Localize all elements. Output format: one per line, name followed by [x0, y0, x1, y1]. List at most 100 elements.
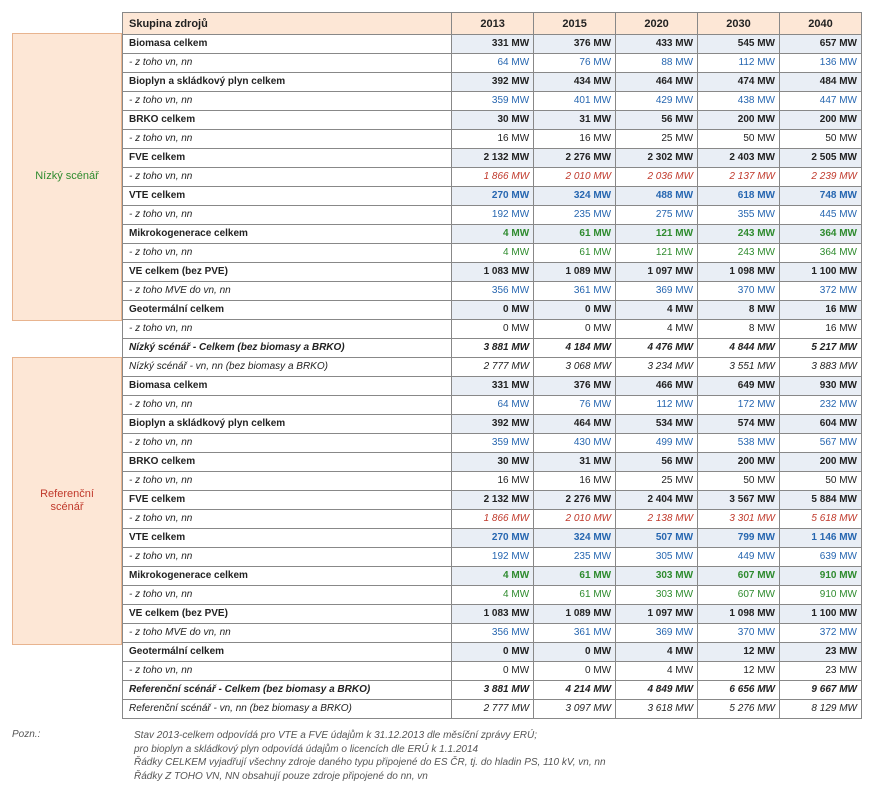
row-label: VTE celkem — [123, 529, 452, 548]
cell-value: 4 MW — [452, 586, 534, 605]
cell-value: 1 100 MW — [780, 263, 862, 282]
cell-value: 112 MW — [698, 54, 780, 73]
table-row: - z toho vn, nn1 866 MW2 010 MW2 138 MW3… — [123, 510, 862, 529]
table-row: Geotermální celkem0 MW0 MW4 MW12 MW23 MW — [123, 643, 862, 662]
table-row: Referenční scénář - Celkem (bez biomasy … — [123, 681, 862, 700]
cell-value: 56 MW — [616, 453, 698, 472]
cell-value: 8 129 MW — [780, 700, 862, 719]
cell-value: 16 MW — [780, 320, 862, 339]
cell-value: 270 MW — [452, 187, 534, 206]
cell-value: 4 MW — [452, 244, 534, 263]
cell-value: 0 MW — [452, 643, 534, 662]
scenario-rail: Nízký scénář Referenčníscénář — [12, 12, 122, 719]
cell-value: 2 777 MW — [452, 700, 534, 719]
cell-value: 324 MW — [534, 187, 616, 206]
cell-value: 445 MW — [780, 206, 862, 225]
cell-value: 1 083 MW — [452, 605, 534, 624]
cell-value: 356 MW — [452, 282, 534, 301]
cell-value: 0 MW — [534, 643, 616, 662]
cell-value: 303 MW — [616, 586, 698, 605]
cell-value: 1 097 MW — [616, 263, 698, 282]
cell-value: 200 MW — [698, 111, 780, 130]
cell-value: 2 302 MW — [616, 149, 698, 168]
cell-value: 6 656 MW — [698, 681, 780, 700]
table-row: - z toho vn, nn0 MW0 MW4 MW8 MW16 MW — [123, 320, 862, 339]
cell-value: 2 276 MW — [534, 149, 616, 168]
table-row: - z toho vn, nn64 MW76 MW88 MW112 MW136 … — [123, 54, 862, 73]
cell-value: 88 MW — [616, 54, 698, 73]
cell-value: 3 881 MW — [452, 339, 534, 358]
cell-value: 474 MW — [698, 73, 780, 92]
cell-value: 3 234 MW — [616, 358, 698, 377]
cell-value: 232 MW — [780, 396, 862, 415]
row-label: BRKO celkem — [123, 111, 452, 130]
table-row: - z toho vn, nn4 MW61 MW303 MW607 MW910 … — [123, 586, 862, 605]
table-row: VTE celkem270 MW324 MW488 MW618 MW748 MW — [123, 187, 862, 206]
table-row: Mikrokogenerace celkem4 MW61 MW303 MW607… — [123, 567, 862, 586]
cell-value: 372 MW — [780, 624, 862, 643]
cell-value: 3 567 MW — [698, 491, 780, 510]
row-label: - z toho vn, nn — [123, 130, 452, 149]
cell-value: 574 MW — [698, 415, 780, 434]
cell-value: 50 MW — [780, 472, 862, 491]
cell-value: 8 MW — [698, 301, 780, 320]
cell-value: 4 MW — [616, 662, 698, 681]
cell-value: 243 MW — [698, 225, 780, 244]
cell-value: 4 476 MW — [616, 339, 698, 358]
row-label: Geotermální celkem — [123, 301, 452, 320]
cell-value: 76 MW — [534, 396, 616, 415]
cell-value: 361 MW — [534, 624, 616, 643]
cell-value: 3 097 MW — [534, 700, 616, 719]
cell-value: 200 MW — [698, 453, 780, 472]
col-header-year: 2030 — [698, 13, 780, 35]
cell-value: 488 MW — [616, 187, 698, 206]
cell-value: 401 MW — [534, 92, 616, 111]
cell-value: 1 089 MW — [534, 263, 616, 282]
cell-value: 331 MW — [452, 35, 534, 54]
table-row: BRKO celkem30 MW31 MW56 MW200 MW200 MW — [123, 111, 862, 130]
table-row: Nízký scénář - Celkem (bez biomasy a BRK… — [123, 339, 862, 358]
cell-value: 449 MW — [698, 548, 780, 567]
cell-value: 639 MW — [780, 548, 862, 567]
cell-value: 1 098 MW — [698, 605, 780, 624]
data-table: Skupina zdrojů 2013 2015 2020 2030 2040 … — [122, 12, 862, 719]
cell-value: 4 MW — [616, 320, 698, 339]
scenario-label-low: Nízký scénář — [12, 33, 122, 321]
cell-value: 370 MW — [698, 624, 780, 643]
cell-value: 499 MW — [616, 434, 698, 453]
row-label: - z toho vn, nn — [123, 244, 452, 263]
cell-value: 545 MW — [698, 35, 780, 54]
cell-value: 31 MW — [534, 453, 616, 472]
table-row: - z toho vn, nn16 MW16 MW25 MW50 MW50 MW — [123, 130, 862, 149]
cell-value: 324 MW — [534, 529, 616, 548]
cell-value: 1 866 MW — [452, 168, 534, 187]
cell-value: 370 MW — [698, 282, 780, 301]
table-row: - z toho vn, nn1 866 MW2 010 MW2 036 MW2… — [123, 168, 862, 187]
cell-value: 1 083 MW — [452, 263, 534, 282]
cell-value: 270 MW — [452, 529, 534, 548]
cell-value: 607 MW — [698, 586, 780, 605]
table-row: Mikrokogenerace celkem4 MW61 MW121 MW243… — [123, 225, 862, 244]
row-label: - z toho vn, nn — [123, 206, 452, 225]
cell-value: 50 MW — [780, 130, 862, 149]
cell-value: 369 MW — [616, 282, 698, 301]
cell-value: 25 MW — [616, 130, 698, 149]
cell-value: 192 MW — [452, 206, 534, 225]
footnote-text: Stav 2013-celkem odpovídá pro VTE a FVE … — [134, 729, 606, 783]
table-row: - z toho vn, nn64 MW76 MW112 MW172 MW232… — [123, 396, 862, 415]
row-label: - z toho vn, nn — [123, 586, 452, 605]
cell-value: 376 MW — [534, 377, 616, 396]
row-label: Nízký scénář - Celkem (bez biomasy a BRK… — [123, 339, 452, 358]
cell-value: 930 MW — [780, 377, 862, 396]
cell-value: 5 618 MW — [780, 510, 862, 529]
cell-value: 3 883 MW — [780, 358, 862, 377]
table-row: - z toho vn, nn0 MW0 MW4 MW12 MW23 MW — [123, 662, 862, 681]
cell-value: 16 MW — [780, 301, 862, 320]
cell-value: 50 MW — [698, 130, 780, 149]
cell-value: 438 MW — [698, 92, 780, 111]
cell-value: 121 MW — [616, 244, 698, 263]
cell-value: 3 618 MW — [616, 700, 698, 719]
cell-value: 30 MW — [452, 111, 534, 130]
cell-value: 4 844 MW — [698, 339, 780, 358]
row-label: VE celkem (bez PVE) — [123, 263, 452, 282]
